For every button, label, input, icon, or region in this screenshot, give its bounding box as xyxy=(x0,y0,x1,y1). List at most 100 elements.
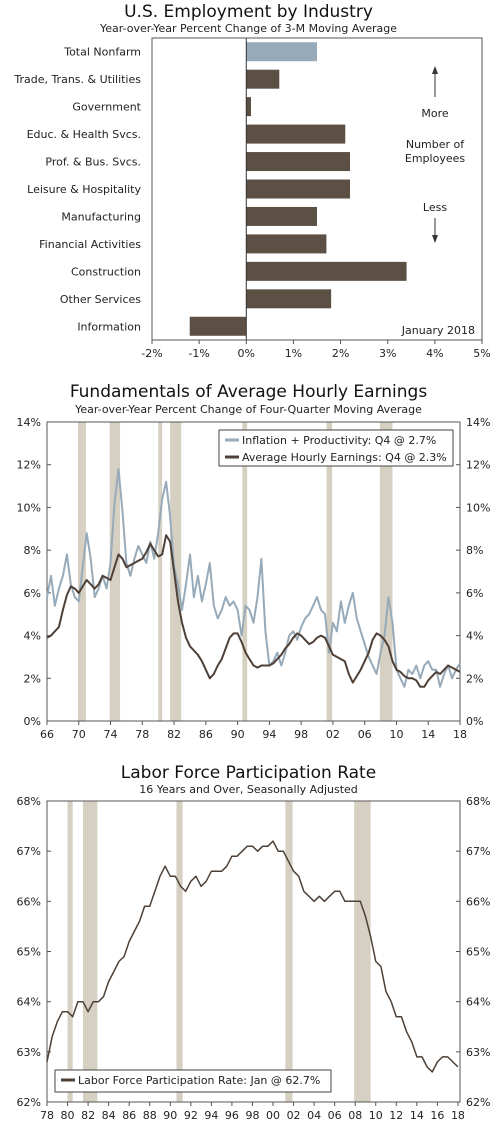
industry-label: Construction xyxy=(71,265,141,278)
industry-bar xyxy=(246,97,251,117)
chart3-y-tick-label-left: 67% xyxy=(17,845,41,858)
chart3-y-tick-label-right: 68% xyxy=(466,795,490,808)
chart1-x-tick-label: 3% xyxy=(379,347,396,360)
chart3-x-tick-label: 92 xyxy=(184,1109,198,1122)
industry-label: Educ. & Health Svcs. xyxy=(27,128,141,141)
chart1-x-tick-label: 0% xyxy=(238,347,255,360)
chart3-x-tick-label: 18 xyxy=(451,1109,465,1122)
chart2-recession-band xyxy=(379,422,393,721)
chart3-recession-band xyxy=(354,801,371,1102)
chart3-y-tick-label-right: 67% xyxy=(466,845,490,858)
chart2-x-tick-label: 74 xyxy=(104,728,118,741)
chart3-x-tick-label: 02 xyxy=(287,1109,301,1122)
chart2-plot-frame xyxy=(46,421,461,722)
chart3-x-tick-label: 14 xyxy=(410,1109,424,1122)
chart3-series-line xyxy=(46,840,459,1073)
chart2-subtitle: Year-over-Year Percent Change of Four-Qu… xyxy=(75,403,422,416)
chart2-x-tick-label: 70 xyxy=(72,728,86,741)
chart3-recession-band xyxy=(285,801,293,1102)
chart2-recession-band xyxy=(326,422,333,721)
chart3-legend-label: Labor Force Participation Rate: Jan @ 62… xyxy=(78,1074,320,1087)
chart2-y-tick-label-right: 8% xyxy=(466,544,483,557)
chart2-x-tick-label: 94 xyxy=(262,728,276,741)
chart2-y-tick-label-right: 14% xyxy=(466,416,490,429)
industry-bar xyxy=(246,42,317,62)
chart2-series-line xyxy=(46,468,461,688)
chart2-y-tick-label-left: 12% xyxy=(17,459,41,472)
chart3-x-tick-label: 00 xyxy=(266,1109,280,1122)
chart3-x-tick-label: 96 xyxy=(225,1109,239,1122)
industry-label: Information xyxy=(77,320,141,333)
chart3-recession-band xyxy=(82,801,98,1102)
chart2-legend-box xyxy=(218,429,454,467)
chart3-x-tick-label: 86 xyxy=(122,1109,136,1122)
chart2-y-tick-label-left: 4% xyxy=(24,630,41,643)
chart2-x-tick-label: 90 xyxy=(231,728,245,741)
chart3-recession-band xyxy=(67,801,73,1102)
chart2-legend-label: Average Hourly Earnings: Q4 @ 2.3% xyxy=(242,451,447,464)
industry-label: Prof. & Bus. Svcs. xyxy=(45,156,141,169)
industry-label: Leisure & Hospitality xyxy=(27,183,141,196)
chart3-x-tick-label: 08 xyxy=(348,1109,362,1122)
chart1-title: U.S. Employment by Industry xyxy=(124,2,373,22)
chart3-x-tick-label: 80 xyxy=(61,1109,75,1122)
chart3-x-tick-label: 04 xyxy=(307,1109,321,1122)
chart1-x-tick-label: -1% xyxy=(188,347,209,360)
labor-force-line-chart: 62% 62% 63% 63% 64% 64% 65% 65% 66% 66% 67% 67% 68% 6… xyxy=(17,795,491,1122)
chart3-y-tick-label-left: 63% xyxy=(17,1046,41,1059)
chart3-y-tick-label-left: 66% xyxy=(17,895,41,908)
chart2-x-tick-label: 78 xyxy=(135,728,149,741)
chart3-y-tick-label-left: 64% xyxy=(17,996,41,1009)
employment-bar-chart: Total Nonfarm Trade, Trans. & Utilities Go… xyxy=(13,37,491,360)
chart2-title: Fundamentals of Average Hourly Earnings xyxy=(69,382,428,402)
chart3-y-tick-label-right: 66% xyxy=(466,895,490,908)
chart2-y-tick-label-left: 10% xyxy=(17,501,41,514)
annotation-less: Less xyxy=(423,201,447,214)
chart2-x-tick-label: 06 xyxy=(358,728,372,741)
chart3-y-tick-label-left: 68% xyxy=(17,795,41,808)
annotation-employees: Employees xyxy=(405,152,465,165)
chart2-y-tick-label-right: 6% xyxy=(466,587,483,600)
chart1-date-note: January 2018 xyxy=(401,324,475,337)
chart2-y-tick-label-right: 2% xyxy=(466,672,483,685)
less-arrowhead xyxy=(432,235,438,243)
industry-label: Total Nonfarm xyxy=(63,46,141,59)
more-arrowhead xyxy=(432,66,438,74)
industry-label: Trade, Trans. & Utilities xyxy=(13,73,141,86)
employment-by-industry-panel: U.S. Employment by Industry Year-over-Ye… xyxy=(0,0,497,370)
industry-bar xyxy=(246,206,317,226)
hourly-earnings-panel: Fundamentals of Average Hourly Earnings … xyxy=(0,370,497,755)
industry-bar xyxy=(246,179,350,199)
labor-force-panel: Labor Force Participation Rate 16 Years … xyxy=(0,755,497,1133)
chart2-y-tick-label-right: 10% xyxy=(466,501,490,514)
chart1-x-tick-label: -2% xyxy=(141,347,162,360)
chart2-series-line xyxy=(46,534,461,688)
chart3-recession-band xyxy=(176,801,183,1102)
chart2-x-tick-label: 18 xyxy=(453,728,467,741)
industry-bar xyxy=(246,234,327,254)
chart3-x-tick-label: 82 xyxy=(81,1109,95,1122)
chart3-x-tick-label: 78 xyxy=(40,1109,54,1122)
industry-bar xyxy=(246,261,407,281)
hourly-earnings-line-chart: 0% 0% 2% 2% 4% 4% 6% 6% 8% 8% 10% 10% 12% 12% 14% 14% 66… xyxy=(17,416,491,741)
annotation-number-of: Number of xyxy=(406,138,465,151)
chart2-y-tick-label-right: 12% xyxy=(466,459,490,472)
chart3-x-tick-label: 12 xyxy=(389,1109,403,1122)
chart2-y-tick-label-left: 6% xyxy=(24,587,41,600)
chart2-x-tick-label: 86 xyxy=(199,728,213,741)
chart2-x-tick-label: 14 xyxy=(421,728,435,741)
chart2-x-tick-label: 10 xyxy=(389,728,403,741)
industry-label: Government xyxy=(72,101,141,114)
annotation-more: More xyxy=(421,107,449,120)
chart3-x-tick-label: 16 xyxy=(430,1109,444,1122)
chart2-x-tick-label: 66 xyxy=(40,728,54,741)
chart3-x-tick-label: 94 xyxy=(204,1109,218,1122)
chart3-y-tick-label-left: 62% xyxy=(17,1096,41,1109)
industry-bar xyxy=(246,124,346,144)
chart2-y-tick-label-left: 14% xyxy=(17,416,41,429)
chart2-y-tick-label-left: 0% xyxy=(24,715,41,728)
chart3-legend-box xyxy=(54,1069,332,1093)
chart2-x-tick-label: 02 xyxy=(326,728,340,741)
chart3-subtitle: 16 Years and Over, Seasonally Adjusted xyxy=(139,783,358,796)
chart3-x-tick-label: 98 xyxy=(245,1109,259,1122)
